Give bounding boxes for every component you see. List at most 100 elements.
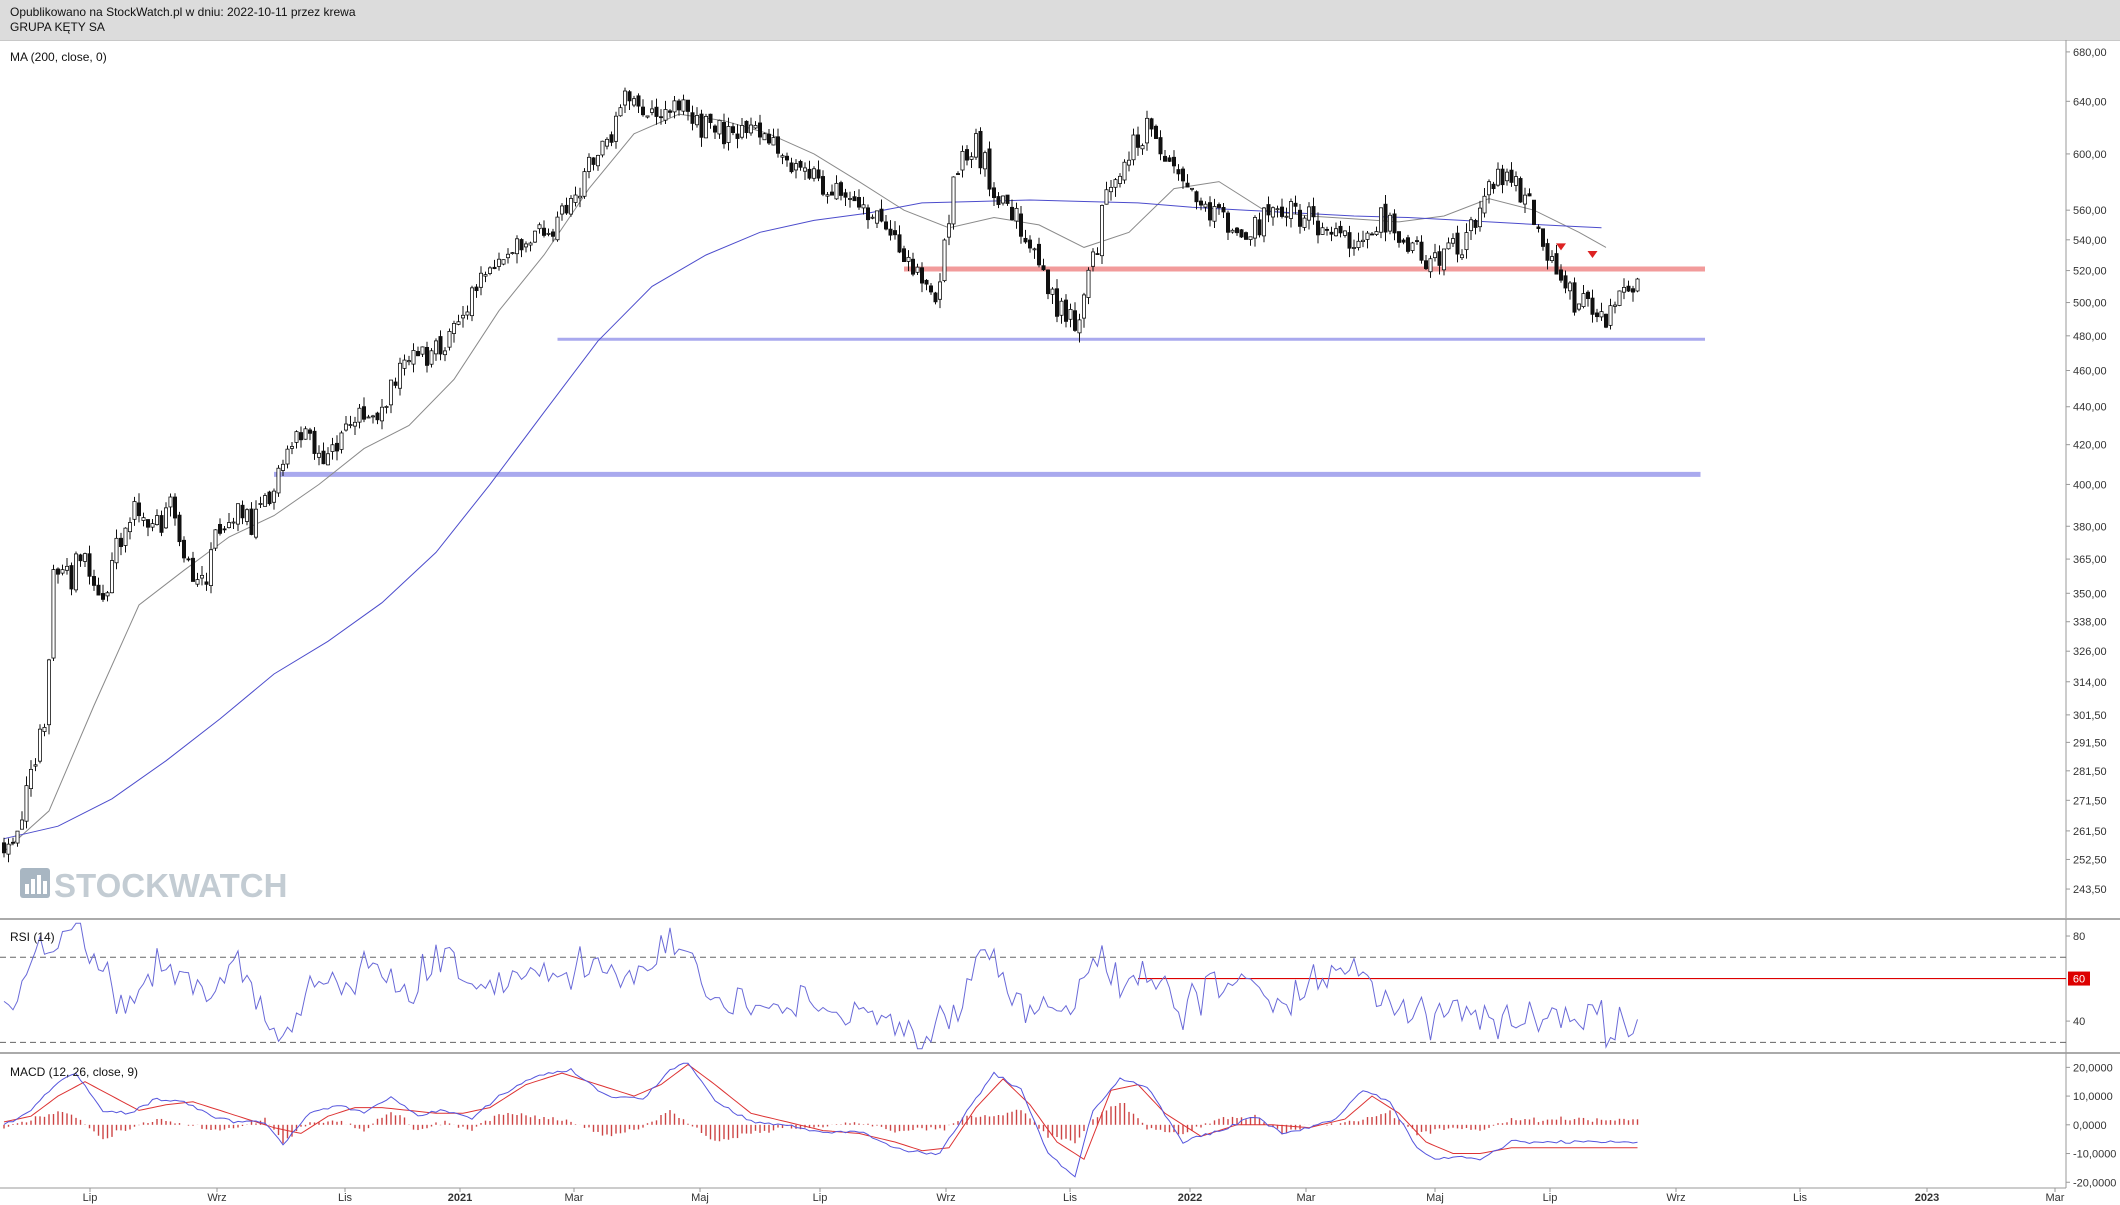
candle <box>1316 212 1321 244</box>
candle <box>1379 207 1384 239</box>
macd-tick-label: 0,0000 <box>2073 1120 2107 1132</box>
candle-body <box>1374 231 1379 235</box>
candle <box>1568 280 1573 300</box>
candle <box>1028 235 1033 253</box>
candle <box>1262 206 1267 243</box>
candle <box>190 551 195 582</box>
candle <box>830 184 835 196</box>
candle <box>429 348 434 368</box>
candle <box>1622 278 1627 300</box>
candle <box>722 113 727 149</box>
candle <box>573 186 578 207</box>
candle-body <box>1541 228 1546 247</box>
candle-body <box>591 157 596 165</box>
candle-body <box>879 208 884 222</box>
candle-body <box>992 187 997 198</box>
candle-body <box>195 579 200 585</box>
candle <box>60 564 65 576</box>
candle-body <box>1329 231 1334 235</box>
candle <box>861 196 866 215</box>
published-info: Opublikowano na StockWatch.pl w dniu: 20… <box>10 5 356 19</box>
candle-body <box>1316 220 1321 236</box>
candle <box>69 562 74 596</box>
candle <box>451 320 456 343</box>
candle <box>1401 238 1406 245</box>
candle <box>1554 244 1559 275</box>
candle <box>632 95 637 108</box>
candle <box>271 488 276 510</box>
candle <box>280 459 285 477</box>
candle <box>1460 249 1465 261</box>
candle-body <box>1050 288 1055 295</box>
candle-body <box>172 496 177 519</box>
candle-body <box>465 311 470 316</box>
candle <box>758 114 763 145</box>
candle <box>375 411 380 425</box>
candle <box>902 245 907 263</box>
down-arrow-icon <box>1556 243 1566 251</box>
candle <box>978 127 983 175</box>
candle-body <box>438 336 443 355</box>
candle-body <box>636 95 641 107</box>
candle <box>2 837 7 858</box>
candle-body <box>217 523 222 534</box>
candle <box>956 171 961 175</box>
candle-body <box>821 176 826 195</box>
candle <box>663 100 668 124</box>
candle-body <box>1392 213 1397 234</box>
candle-body <box>1005 194 1010 204</box>
candle-body <box>249 508 254 535</box>
candle-body <box>537 224 542 230</box>
candle-body <box>1343 230 1348 236</box>
candle-body <box>1460 254 1465 259</box>
candle-body <box>681 99 686 112</box>
candle <box>1581 285 1586 309</box>
candle-body <box>1104 189 1109 205</box>
candle <box>294 430 299 449</box>
candle-body <box>1086 269 1091 298</box>
candle-body <box>370 415 375 418</box>
candle <box>816 160 821 182</box>
candle-body <box>1059 300 1064 316</box>
candle-body <box>731 126 736 134</box>
candle-body <box>870 216 875 219</box>
candle <box>515 235 520 264</box>
candle <box>582 168 587 199</box>
candle <box>695 107 700 128</box>
candle <box>1293 195 1298 215</box>
candle <box>1635 277 1640 293</box>
candle-body <box>303 428 308 440</box>
candle <box>1145 110 1150 151</box>
candle <box>749 117 754 136</box>
candle <box>965 145 970 166</box>
candle-body <box>505 253 510 259</box>
candle <box>1082 292 1087 328</box>
candle <box>569 195 574 217</box>
candle <box>1113 178 1118 197</box>
candle-body <box>231 521 236 524</box>
candle <box>780 153 785 165</box>
x-tick-label: Lis <box>1063 1192 1078 1204</box>
candle <box>1064 294 1069 328</box>
candle-body <box>361 406 366 420</box>
candle-body <box>1482 195 1487 214</box>
candle-body <box>1181 168 1186 182</box>
candle-body <box>1473 220 1478 228</box>
candle-body <box>384 406 389 408</box>
candle <box>1271 206 1276 226</box>
candle <box>897 225 902 254</box>
candle-body <box>433 340 438 355</box>
candle <box>848 191 853 208</box>
candle-body <box>1131 134 1136 161</box>
candle-body <box>294 431 299 443</box>
candle <box>938 273 943 309</box>
candle <box>600 140 605 158</box>
candle <box>1091 248 1096 272</box>
candle <box>744 120 749 139</box>
x-tick-label: Lip <box>813 1192 828 1204</box>
candle-body <box>1532 199 1537 225</box>
candle-body <box>600 140 605 156</box>
price-tick-label: 271,50 <box>2073 795 2107 807</box>
candle <box>456 314 461 326</box>
